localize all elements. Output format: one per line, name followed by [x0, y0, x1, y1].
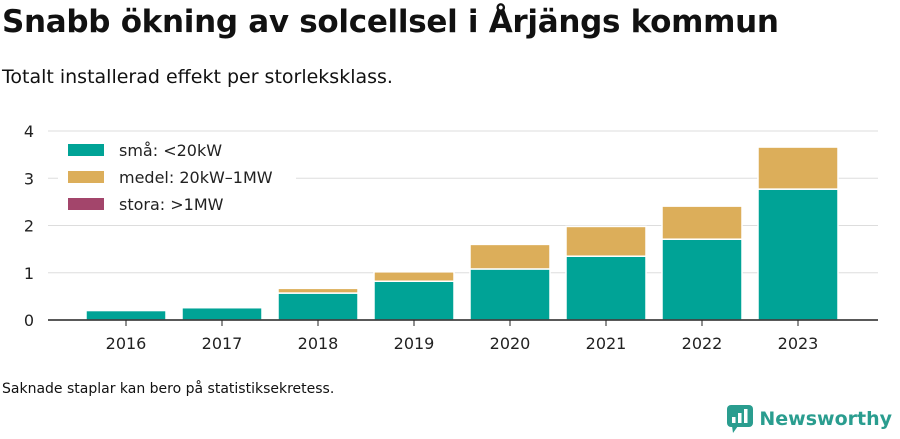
x-tick-label: 2021	[586, 334, 627, 353]
chart-title: Snabb ökning av solcellsel i Årjängs kom…	[2, 4, 779, 40]
legend-swatch	[68, 144, 104, 156]
legend-label: medel: 20kW–1MW	[119, 168, 273, 187]
legend-label: stora: >1MW	[119, 195, 224, 214]
brand-logo: Newsworthy	[727, 405, 892, 433]
legend-label: små: <20kW	[119, 141, 222, 160]
bar-segment-series-0	[565, 255, 647, 321]
footnote: Saknade staplar kan bero på statistiksek…	[2, 381, 335, 397]
bar-segment-series-1	[661, 205, 743, 240]
y-tick-label: 0	[24, 311, 34, 330]
bar-segment-series-1	[757, 146, 839, 190]
x-tick-label: 2020	[490, 334, 531, 353]
y-tick-label: 1	[24, 264, 34, 283]
x-tick-label: 2018	[298, 334, 339, 353]
y-tick-label: 4	[24, 122, 34, 141]
bar-segment-series-0	[181, 306, 263, 321]
chart-subtitle: Totalt installerad effekt per storlekskl…	[2, 66, 393, 88]
bar-segment-series-0	[469, 268, 551, 321]
bar-segment-series-1	[565, 225, 647, 257]
x-tick-label: 2022	[682, 334, 723, 353]
bar-segment-series-1	[277, 287, 359, 294]
legend-swatch	[68, 171, 104, 183]
x-tick-label: 2016	[106, 334, 147, 353]
bar-segment-series-0	[85, 309, 167, 321]
x-tick-label: 2023	[778, 334, 819, 353]
y-tick-label: 3	[24, 169, 34, 188]
brand-name: Newsworthy	[759, 408, 892, 430]
bar-segment-series-0	[373, 280, 455, 321]
x-tick-label: 2019	[394, 334, 435, 353]
x-tick-label: 2017	[202, 334, 243, 353]
stacked-bar-chart: 0 1 2 3 4 2016 2017 2018 2019 2020 2021 2022 2023 små…	[24, 122, 878, 353]
y-tick-label: 2	[24, 217, 34, 236]
bar-segment-series-0	[277, 292, 359, 321]
newsworthy-logo-icon	[727, 405, 754, 433]
bar-segment-series-1	[373, 271, 455, 283]
bar-segment-series-0	[661, 238, 743, 321]
legend-swatch	[68, 198, 104, 210]
bar-segment-series-1	[469, 243, 551, 270]
bar-segment-series-0	[757, 188, 839, 321]
